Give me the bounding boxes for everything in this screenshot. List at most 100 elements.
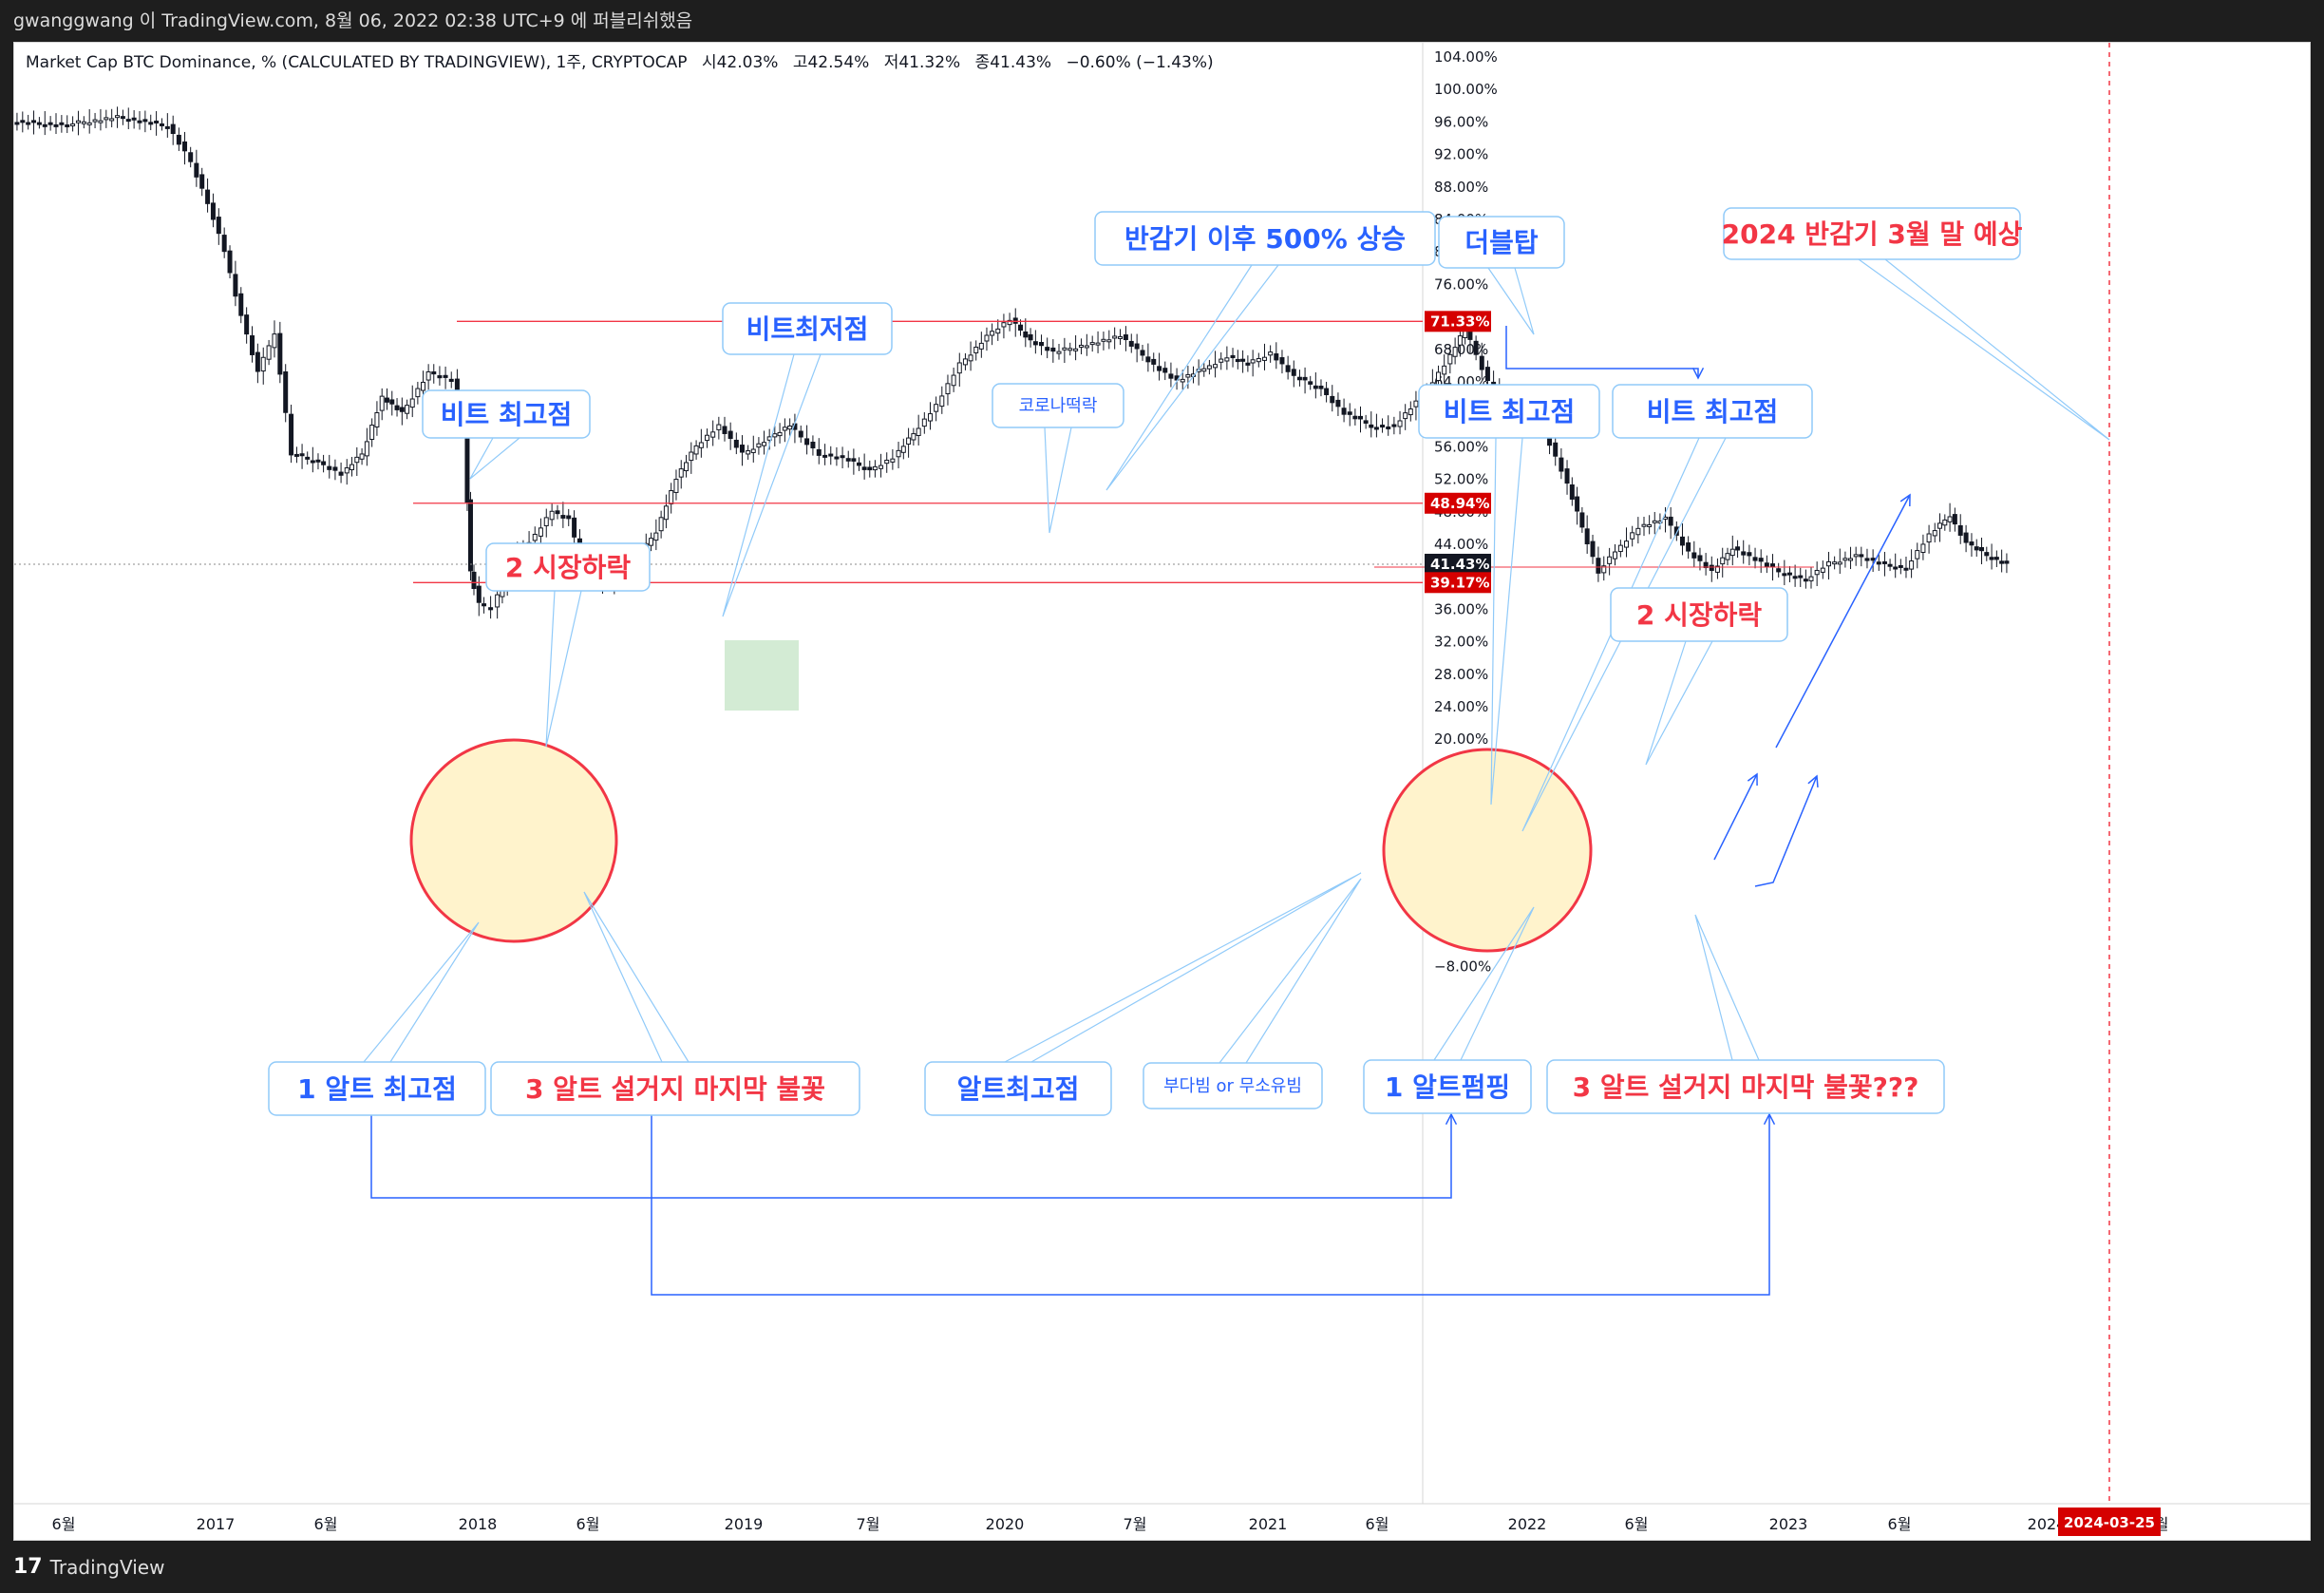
- callout-box: [1612, 384, 1813, 439]
- candle-body: [1261, 356, 1267, 361]
- candle-body: [649, 538, 654, 546]
- y-tick-label: 20.00%: [1434, 730, 1488, 748]
- candle-body: [266, 345, 272, 360]
- annotation-callout-a16[interactable]: 3 알트 설거지 마지막 불꽃???: [1546, 914, 1945, 1114]
- candle-body: [227, 250, 233, 274]
- candle-body: [244, 314, 250, 335]
- candle-body: [164, 125, 170, 129]
- annotation-callout-a5[interactable]: 반감기 이후 500% 상승: [1094, 211, 1436, 491]
- candle-body: [787, 426, 793, 430]
- candle-body: [1752, 557, 1758, 561]
- callout-pointer: [469, 437, 520, 480]
- candle-body: [415, 388, 421, 398]
- x-tick-label: 6월: [1625, 1515, 1649, 1533]
- candle-body: [384, 397, 389, 403]
- y-tick-label: 104.00%: [1434, 48, 1498, 66]
- candle-body: [1078, 344, 1084, 348]
- candle-body: [1832, 561, 1838, 565]
- candle-body: [1151, 358, 1157, 365]
- callout-pointer: [583, 891, 690, 1063]
- annotation-callout-a12[interactable]: 3 알트 설거지 마지막 불꽃: [490, 891, 860, 1116]
- chart-frame[interactable]: 104.00%100.00%96.00%92.00%88.00%84.00%80…: [13, 42, 2311, 1541]
- callout-box: [1418, 384, 1600, 439]
- candle-body: [199, 174, 205, 189]
- candle-body: [250, 335, 255, 355]
- candle-body: [804, 438, 810, 446]
- annotation-callout-a9[interactable]: 2024 반감기 3월 말 예상: [1722, 207, 2110, 441]
- callout-box: [1143, 1062, 1323, 1109]
- callout-box: [722, 302, 893, 355]
- annotation-callout-a2[interactable]: 2 시장하락: [485, 542, 651, 748]
- chart-svg[interactable]: 104.00%100.00%96.00%92.00%88.00%84.00%80…: [14, 43, 2311, 1541]
- candle-body: [277, 332, 283, 375]
- x-tick-label: 6월: [576, 1515, 600, 1533]
- candle-body: [861, 466, 867, 470]
- callout-label: 코로나떡락: [1019, 396, 1098, 416]
- candle-body: [1274, 353, 1279, 361]
- callout-label: 2024 반감기 3월 말 예상: [1722, 218, 2023, 250]
- candle-body: [995, 328, 1001, 334]
- candle-body: [1180, 378, 1185, 383]
- annotation-callout-a6[interactable]: 더블탑: [1438, 216, 1565, 335]
- callout-label: 비트 최고점: [1444, 396, 1576, 427]
- candle-body: [1803, 578, 1808, 582]
- callout-label: 부다빔 or 무소유빔: [1163, 1076, 1302, 1096]
- price-label: 71.33%: [1430, 313, 1489, 330]
- annotation-callout-a10[interactable]: 2 시장하락: [1610, 587, 1788, 766]
- candle-body: [1206, 365, 1212, 370]
- annotation-callout-a7[interactable]: 비트 최고점: [1418, 384, 1600, 806]
- callout-label: 1 알트 최고점: [297, 1073, 457, 1105]
- candle-body: [1993, 557, 1999, 560]
- annotation-callout-a14[interactable]: 부다빔 or 무소유빔: [1143, 878, 1362, 1109]
- candle-body: [1825, 560, 1831, 567]
- candle-body: [437, 375, 443, 379]
- candle-body: [1979, 546, 1985, 552]
- candle-body: [756, 443, 762, 448]
- candle-body: [1575, 496, 1580, 512]
- annotation-callout-a1[interactable]: 비트 최고점: [422, 389, 591, 480]
- candle-body: [1758, 558, 1764, 562]
- cursor-date-label: 2024-03-25: [2064, 1514, 2155, 1531]
- callout-label: 2 시장하락: [1636, 599, 1763, 631]
- callout-pointer: [1490, 437, 1523, 806]
- candle-body: [1601, 565, 1607, 574]
- candle-body: [658, 517, 664, 532]
- annotation-callout-a15[interactable]: 1 알트펌핑: [1363, 906, 1535, 1114]
- annotation-callout-a8[interactable]: 비트 최고점: [1521, 384, 1813, 832]
- annotation-callout-a4[interactable]: 코로나떡락: [992, 383, 1124, 534]
- candle-body: [389, 399, 395, 405]
- candle-body: [431, 370, 437, 375]
- candle-body: [1352, 415, 1358, 420]
- candle-body: [332, 466, 338, 471]
- candle-body: [1386, 426, 1391, 429]
- candle-body: [1201, 368, 1207, 372]
- callout-box: [422, 389, 591, 439]
- price-label: 39.17%: [1430, 574, 1489, 591]
- candle-body: [354, 456, 360, 464]
- candle-body: [1056, 351, 1062, 354]
- annotation-callout-a11[interactable]: 1 알트 최고점: [268, 921, 486, 1116]
- candle-body: [399, 407, 405, 412]
- candle-body: [1330, 395, 1335, 404]
- candle-body: [698, 442, 704, 448]
- candle-body: [1436, 371, 1442, 382]
- candle-body: [1106, 339, 1112, 343]
- candle-body: [31, 120, 37, 123]
- candle-body: [1590, 540, 1596, 558]
- y-tick-label: 44.00%: [1434, 536, 1488, 553]
- price-label-bg: [1425, 572, 1491, 594]
- candle-body: [822, 454, 828, 458]
- legend-high-label: 고: [792, 53, 808, 72]
- legend-symbol: Market Cap BTC Dominance, % (CALCULATED …: [26, 53, 688, 72]
- candle-body: [1442, 365, 1447, 375]
- candle-body: [906, 437, 912, 445]
- callout-label: 더블탑: [1464, 227, 1539, 258]
- chart-legend: Market Cap BTC Dominance, % (CALCULATED …: [26, 48, 1214, 72]
- candle-body: [176, 134, 181, 145]
- candle-body: [1363, 420, 1369, 424]
- annotation-callout-a13[interactable]: 알트최고점: [924, 872, 1362, 1116]
- candle-body: [148, 122, 154, 125]
- candle-body: [350, 464, 355, 470]
- candle-body: [1792, 576, 1798, 579]
- annotation-callout-a3[interactable]: 비트최저점: [722, 302, 893, 617]
